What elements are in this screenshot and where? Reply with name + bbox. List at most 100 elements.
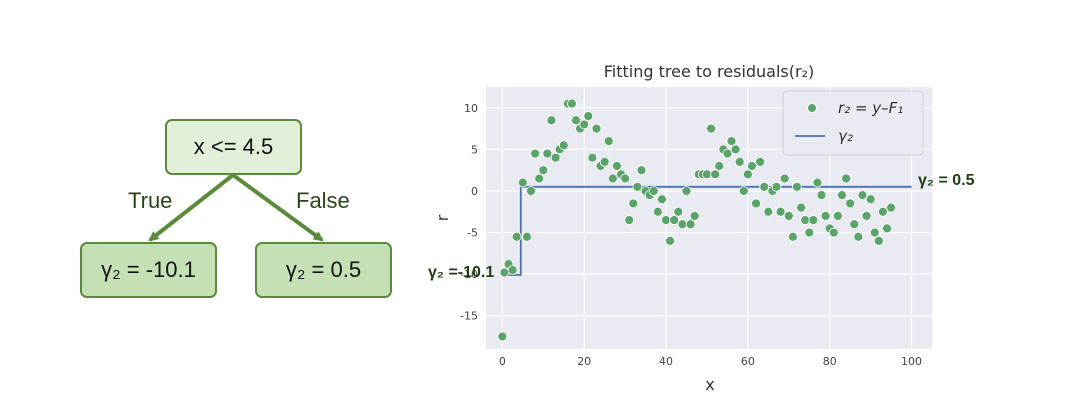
residual-point <box>571 115 581 126</box>
residual-point <box>820 211 831 221</box>
residual-point <box>730 144 741 155</box>
residual-point <box>787 231 798 242</box>
residual-point <box>546 115 557 126</box>
residual-point <box>865 194 876 205</box>
legend-box <box>782 90 924 156</box>
false-branch-arrow <box>231 173 324 242</box>
residual-point <box>816 190 827 201</box>
residual-point <box>779 173 790 184</box>
false-branch-label: False <box>296 188 350 213</box>
x-axis-label: x <box>705 375 714 394</box>
y-tick-label: -15 <box>460 310 478 323</box>
residual-point <box>526 186 536 196</box>
residual-point <box>849 219 860 230</box>
residual-point <box>681 186 692 196</box>
residual-point <box>677 219 688 230</box>
residual-point <box>648 186 659 196</box>
residual-point <box>550 152 561 163</box>
residual-point <box>579 119 590 130</box>
residual-point <box>542 148 553 159</box>
gamma-right-annotation: γ₂ = 0.5 <box>918 172 975 189</box>
residual-point <box>869 227 880 238</box>
x-tick-label: 40 <box>659 355 673 368</box>
residual-point <box>567 98 577 109</box>
residual-point <box>796 202 806 213</box>
residual-point <box>587 152 598 163</box>
residual-point <box>738 186 749 196</box>
tree-root-node: x <= 4.5 <box>165 119 302 175</box>
residual-point <box>783 211 794 221</box>
residual-point <box>886 202 896 213</box>
residual-point <box>751 198 761 209</box>
residual-point <box>722 148 733 159</box>
residual-point <box>775 206 786 217</box>
tree-left-leaf: γ₂ = -10.1 <box>80 242 217 298</box>
residual-point <box>804 227 815 238</box>
residual-chart: 0 20 40 60 80 100 -15 -10 -5 0 5 10 Fitting tree to… <box>433 62 932 394</box>
residual-point <box>828 227 839 238</box>
gamma-step-series <box>502 185 912 276</box>
residual-point <box>661 215 671 225</box>
tree-right-leaf: γ₂ = 0.5 <box>255 242 392 298</box>
chart-points <box>497 98 896 342</box>
residual-point <box>800 215 811 225</box>
tree-right-leaf-label: γ₂ = 0.5 <box>285 257 362 282</box>
true-branch-arrow <box>148 173 235 242</box>
residual-point <box>497 331 508 342</box>
y-tick-label: 10 <box>464 102 478 115</box>
residual-point <box>499 267 510 278</box>
residual-point <box>710 169 721 180</box>
residual-point <box>624 215 635 225</box>
tree-root-label: x <= 4.5 <box>193 134 274 159</box>
y-axis-label: r <box>433 214 452 221</box>
residual-point <box>689 211 700 221</box>
residual-point <box>511 231 522 242</box>
residual-point <box>755 156 766 167</box>
residual-point <box>771 181 782 192</box>
residual-point <box>599 156 610 167</box>
residual-point <box>685 219 696 230</box>
residual-point <box>632 181 643 192</box>
residual-point <box>841 173 851 184</box>
y-tick-label: -10 <box>460 268 478 281</box>
residual-point <box>522 231 532 242</box>
residual-point <box>517 177 528 188</box>
gamma-left-annotation: γ₂ =-10.1 <box>428 264 495 281</box>
residual-point <box>530 148 541 159</box>
residual-point <box>853 231 864 242</box>
tree-left-leaf-label: γ₂ = -10.1 <box>101 257 196 282</box>
x-tick-label: 80 <box>823 355 837 368</box>
residual-point <box>612 161 622 171</box>
residual-point <box>507 265 518 275</box>
residual-point <box>845 198 856 209</box>
residual-point <box>882 223 892 234</box>
residual-point <box>607 173 618 184</box>
residual-point <box>591 123 602 134</box>
x-tick-label: 0 <box>499 355 506 368</box>
residual-point <box>747 161 757 171</box>
residual-point <box>742 169 753 180</box>
residual-point <box>812 177 823 188</box>
residual-point <box>636 165 647 176</box>
residual-point <box>706 123 716 134</box>
residual-point <box>657 194 667 205</box>
x-tick-label: 100 <box>901 355 922 368</box>
residual-point <box>857 190 868 201</box>
x-tick-label: 60 <box>741 355 755 368</box>
chart-title: Fitting tree to residuals(r₂) <box>604 62 815 81</box>
residual-point <box>873 235 884 246</box>
residual-point <box>702 169 712 180</box>
legend-scatter-label: r₂ = y–F₁ <box>838 99 903 117</box>
residual-point <box>669 215 680 225</box>
residual-point <box>734 156 745 167</box>
residual-point <box>837 190 847 201</box>
chart-legend: r₂ = y–F₁ γ₂ <box>782 90 924 156</box>
y-tick-label: -5 <box>467 227 478 240</box>
residual-point <box>628 198 639 209</box>
residual-point <box>534 173 545 184</box>
y-tick-label: 0 <box>471 185 478 198</box>
residual-point <box>726 136 737 146</box>
y-tick-label: 5 <box>471 143 478 156</box>
true-branch-label: True <box>128 188 173 213</box>
tree-arrows <box>148 173 324 242</box>
